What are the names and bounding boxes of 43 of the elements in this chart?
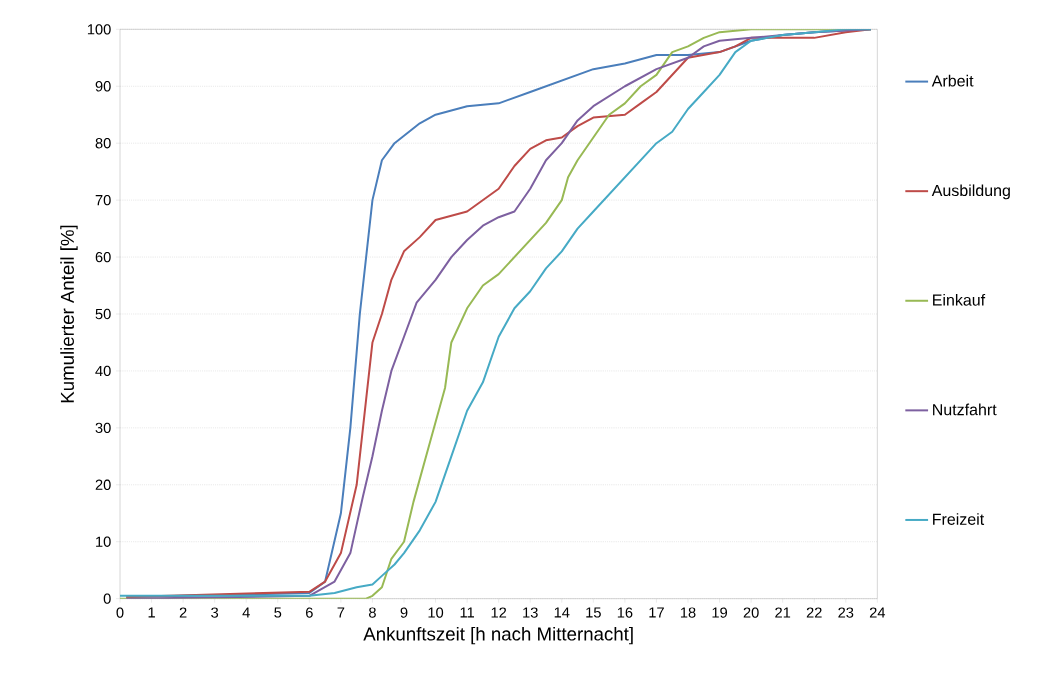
y-tick-label: 80 <box>95 138 111 149</box>
x-tick-label: 0 <box>116 607 124 618</box>
legend-label: Arbeit <box>931 74 974 87</box>
y-tick-label: 70 <box>95 195 111 206</box>
x-tick-label: 13 <box>523 607 538 618</box>
x-tick-label: 2 <box>179 607 187 618</box>
legend-label: Ausbildung <box>931 184 1010 200</box>
x-tick-label: 7 <box>337 607 345 618</box>
x-tick-label: 11 <box>460 607 475 618</box>
legend-label: Freizeit <box>933 513 985 526</box>
x-tick-label: 6 <box>306 607 313 618</box>
x-tick-label: 17 <box>649 607 664 618</box>
x-tick-label: 19 <box>712 607 728 618</box>
x-tick-label: 5 <box>274 607 282 618</box>
y-tick-label: 10 <box>96 536 111 548</box>
x-tick-label: 22 <box>806 607 822 618</box>
x-tick-label: 16 <box>617 607 633 618</box>
y-tick-label: 40 <box>95 365 111 377</box>
x-tick-label: 1 <box>148 607 155 618</box>
x-tick-label: 24 <box>869 607 886 618</box>
x-tick-label: 9 <box>400 607 408 618</box>
x-tick-label: 21 <box>775 607 791 618</box>
y-axis-title: Kumulierter Anteil [%] <box>60 225 78 403</box>
x-tick-label: 4 <box>242 607 250 618</box>
y-tick-label: 60 <box>95 252 111 263</box>
x-tick-label: 15 <box>586 607 601 618</box>
x-tick-label: 8 <box>369 607 376 618</box>
x-tick-label: 3 <box>211 607 219 618</box>
legend-label: Einkauf <box>933 294 986 306</box>
y-tick-label: 20 <box>95 479 111 491</box>
x-tick-label: 14 <box>554 607 570 618</box>
y-tick-label: 30 <box>95 422 111 434</box>
x-axis-title: Ankunftszeit [h nach Mitternacht] <box>363 627 633 645</box>
y-tick-label: 90 <box>95 81 111 92</box>
y-tick-label: 0 <box>103 593 111 605</box>
legend-label: Nutzfahrt <box>933 403 997 416</box>
x-tick-label: 18 <box>680 607 696 618</box>
x-tick-label: 12 <box>491 607 507 618</box>
y-tick-label: 50 <box>95 308 111 320</box>
x-tick-label: 20 <box>743 607 759 618</box>
y-tick-label: 100 <box>87 24 111 35</box>
x-tick-label: 23 <box>838 607 854 618</box>
x-tick-label: 10 <box>428 607 444 618</box>
